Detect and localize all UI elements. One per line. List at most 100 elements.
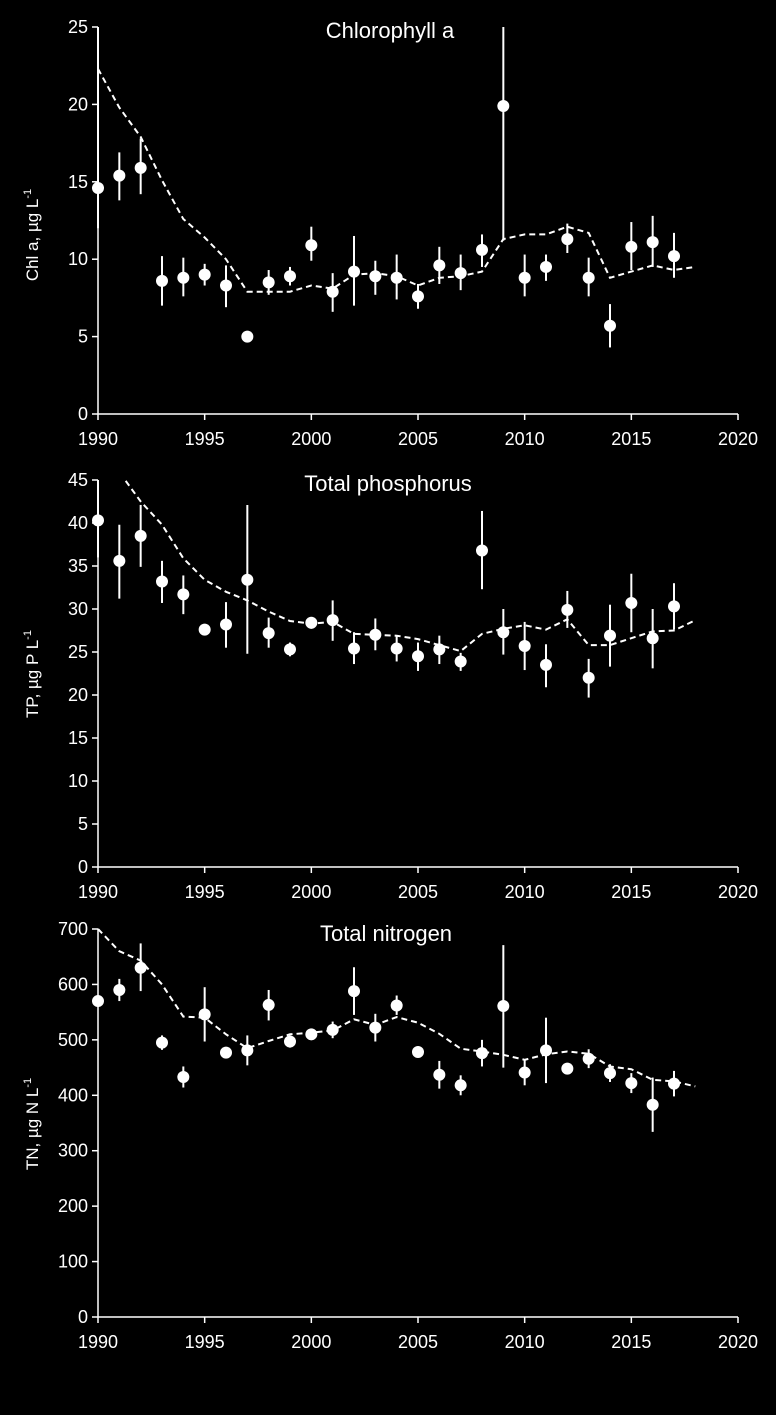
data-point xyxy=(390,271,403,284)
data-point xyxy=(518,1066,531,1079)
y-axis-label: TN, µg N L-1 xyxy=(22,1078,42,1170)
data-point xyxy=(646,236,659,249)
y-tick-label: 600 xyxy=(58,974,88,994)
data-point xyxy=(156,575,168,588)
data-point xyxy=(433,643,446,656)
data-point xyxy=(156,1036,168,1049)
data-point xyxy=(92,181,104,194)
data-point xyxy=(518,639,531,652)
data-point xyxy=(134,529,147,542)
data-point xyxy=(113,983,126,996)
data-point xyxy=(625,596,638,609)
data-point xyxy=(668,250,680,263)
y-tick-label: 15 xyxy=(68,728,88,748)
y-tick-label: 30 xyxy=(68,599,88,619)
y-tick-label: 40 xyxy=(68,513,88,533)
data-point xyxy=(198,268,211,281)
data-point xyxy=(433,259,446,272)
data-point xyxy=(92,514,104,527)
data-point xyxy=(412,650,424,663)
data-point xyxy=(646,1098,659,1111)
x-tick-label: 2000 xyxy=(291,429,331,449)
data-point xyxy=(156,274,168,287)
data-point xyxy=(454,1079,467,1092)
data-point xyxy=(412,1046,424,1059)
data-point xyxy=(92,995,104,1008)
x-tick-label: 1995 xyxy=(185,882,225,902)
data-point xyxy=(497,626,510,639)
y-tick-label: 20 xyxy=(68,94,88,114)
data-point xyxy=(241,573,254,586)
data-point xyxy=(113,554,126,567)
y-axis-label: Chl a, µg L-1 xyxy=(22,189,42,281)
trend-line xyxy=(97,928,696,1088)
x-tick-label: 1995 xyxy=(185,1332,225,1352)
data-point xyxy=(348,642,360,655)
data-point xyxy=(625,240,638,253)
data-point xyxy=(582,1052,595,1065)
data-point xyxy=(625,1077,638,1090)
x-tick-label: 2020 xyxy=(718,429,758,449)
data-point xyxy=(284,270,296,283)
data-point xyxy=(220,1046,232,1059)
panel-nitrogen: Total nitrogen TN, µg N L-1 0 100 200 300 40… xyxy=(22,919,758,1352)
x-tick-label: 2010 xyxy=(505,429,545,449)
data-point xyxy=(433,1068,446,1081)
data-point xyxy=(582,271,595,284)
panel-chlorophyll: Chlorophyll a Chl a, µg L-1 0 5 10 15 20 25 19… xyxy=(22,17,758,449)
data-point xyxy=(262,998,275,1011)
y-axis-label: TP, µg P L-1 xyxy=(22,630,42,718)
data-point xyxy=(518,271,531,284)
data-point xyxy=(305,1028,318,1041)
y-tick-label: 200 xyxy=(58,1196,88,1216)
y-tick-label: 500 xyxy=(58,1030,88,1050)
y-tick-label: 15 xyxy=(68,172,88,192)
panel-title: Chlorophyll a xyxy=(326,18,455,43)
data-point xyxy=(262,276,275,289)
y-tick-label: 300 xyxy=(58,1141,88,1161)
x-tick-label: 2010 xyxy=(505,1332,545,1352)
data-point xyxy=(241,330,254,343)
x-tick-label: 2015 xyxy=(611,429,651,449)
panel-phosphorus: Total phosphorus TP, µg P L-1 0 5 10 15 20 25… xyxy=(22,470,758,902)
y-tick-label: 5 xyxy=(78,814,88,834)
data-point xyxy=(220,279,232,292)
data-point xyxy=(646,632,659,645)
trend-line xyxy=(124,480,696,653)
data-point xyxy=(284,1035,296,1048)
x-tick-label: 1990 xyxy=(78,1332,118,1352)
data-point xyxy=(668,600,680,613)
data-point xyxy=(604,1067,616,1080)
x-tick-label: 2005 xyxy=(398,882,438,902)
data-point xyxy=(177,588,190,601)
data-point xyxy=(582,671,595,684)
data-point xyxy=(540,658,552,671)
data-point xyxy=(561,1062,574,1075)
x-tick-label: 2005 xyxy=(398,1332,438,1352)
y-tick-label: 10 xyxy=(68,249,88,269)
x-tick-label: 2015 xyxy=(611,1332,651,1352)
x-tick-label: 2020 xyxy=(718,882,758,902)
data-point xyxy=(134,961,147,974)
data-point xyxy=(412,290,424,303)
data-point xyxy=(497,1000,510,1013)
data-point xyxy=(454,267,467,280)
y-tick-label: 100 xyxy=(58,1252,88,1272)
data-point xyxy=(476,1047,488,1060)
y-tick-label: 10 xyxy=(68,771,88,791)
data-point xyxy=(177,1070,190,1083)
y-tick-label: 700 xyxy=(58,919,88,939)
data-point xyxy=(390,999,403,1012)
y-tick-label: 0 xyxy=(78,404,88,424)
data-point xyxy=(497,99,510,112)
y-tick-label: 0 xyxy=(78,1307,88,1327)
data-point xyxy=(476,243,488,256)
data-point xyxy=(326,285,339,298)
data-point xyxy=(369,628,382,641)
data-point xyxy=(177,271,190,284)
data-point xyxy=(305,239,318,252)
x-tick-label: 2005 xyxy=(398,429,438,449)
panel-title: Total phosphorus xyxy=(304,471,472,496)
x-tick-label: 2010 xyxy=(505,882,545,902)
